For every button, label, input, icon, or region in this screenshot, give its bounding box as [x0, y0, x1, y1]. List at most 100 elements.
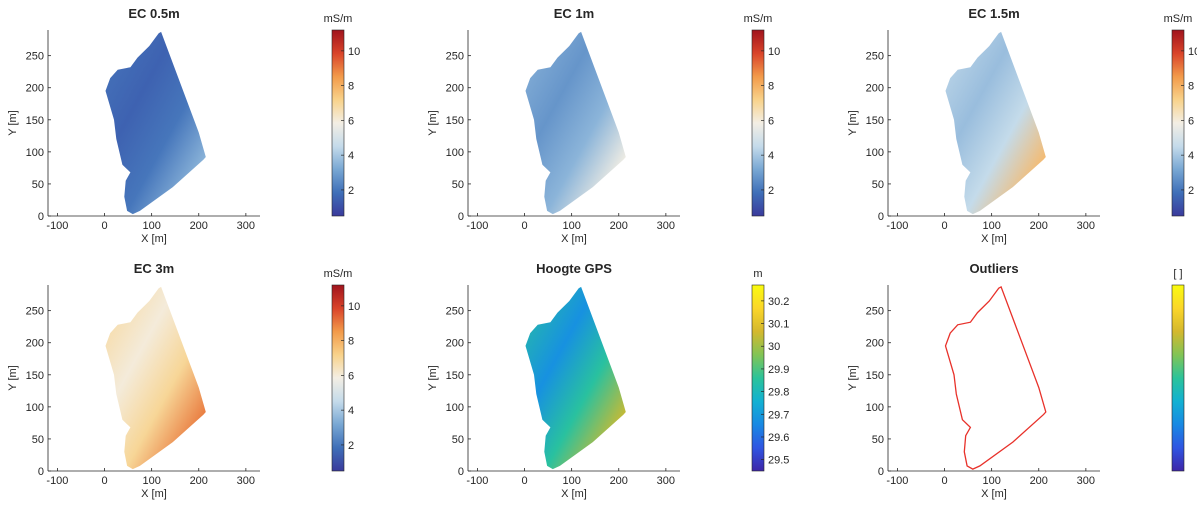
y-tick-label: 250: [446, 51, 464, 63]
y-tick-label: 200: [26, 83, 44, 95]
x-tick-label: 0: [521, 475, 527, 487]
colorbar-unit: mS/m: [324, 13, 353, 25]
y-tick-label: 200: [446, 83, 464, 95]
colorbar-tick-label: 29.8: [768, 387, 789, 399]
colorbar-tick-label: 4: [1188, 150, 1194, 162]
x-tick-label: 0: [941, 220, 947, 232]
y-tick-label: 0: [878, 211, 884, 223]
colorbar-tick-label: 10: [768, 46, 780, 58]
y-tick-label: 0: [38, 211, 44, 223]
y-tick-label: 0: [458, 466, 464, 478]
colorbar-tick-label: 6: [1188, 115, 1194, 127]
colorbar-tick-label: 10: [348, 46, 360, 58]
y-tick-label: 100: [446, 147, 464, 159]
chart-panel: EC 3m -100 0 100 200 300 0 50 100 150 200 250 X [m] Y…: [0, 255, 390, 508]
colorbar-tick-label: 4: [348, 150, 354, 162]
x-tick-label: 300: [237, 475, 255, 487]
colorbar-tick-label: 29.5: [768, 455, 789, 467]
y-tick-label: 100: [26, 147, 44, 159]
y-tick-label: 150: [866, 370, 884, 382]
colorbar-tick-label: 10: [348, 301, 360, 313]
x-axis-label: X [m]: [561, 488, 587, 500]
y-tick-label: 100: [866, 402, 884, 414]
y-tick-label: 0: [458, 211, 464, 223]
y-tick-label: 250: [26, 51, 44, 63]
x-axis-label: X [m]: [561, 233, 587, 245]
y-tick-label: 50: [872, 434, 884, 446]
colorbar-tick-label: 2: [1188, 185, 1194, 197]
y-tick-label: 200: [446, 338, 464, 350]
x-axis-label: X [m]: [141, 233, 167, 245]
chart-title: Hoogte GPS: [536, 261, 612, 276]
x-tick-label: 200: [190, 220, 208, 232]
colorbar-unit: mS/m: [1164, 13, 1193, 25]
y-tick-label: 0: [878, 466, 884, 478]
x-axis-label: X [m]: [981, 488, 1007, 500]
chart-title: Outliers: [969, 261, 1019, 276]
x-tick-label: 200: [1030, 220, 1048, 232]
y-tick-label: 100: [446, 402, 464, 414]
field-heatmap: [945, 31, 1046, 215]
colorbar: [331, 284, 345, 472]
y-tick-label: 250: [866, 306, 884, 318]
y-tick-label: 150: [866, 115, 884, 127]
chart-panel: Hoogte GPS -100 0 100 200 300 0 50 100 150 200 250 X…: [420, 255, 810, 508]
chart-panel: EC 0.5m -100 0 100 200 300 0 50 100 150 200 250 X [m…: [0, 0, 390, 253]
y-tick-label: 150: [446, 370, 464, 382]
x-tick-label: 200: [1030, 475, 1048, 487]
colorbar-tick-label: 8: [348, 81, 354, 93]
x-tick-label: 300: [1077, 475, 1095, 487]
y-tick-label: 100: [866, 147, 884, 159]
colorbar-tick-label: 30: [768, 341, 780, 353]
colorbar-tick-label: 4: [348, 405, 354, 417]
x-tick-label: 300: [657, 475, 675, 487]
colorbar-tick-label: 29.6: [768, 432, 789, 444]
x-tick-label: 300: [237, 220, 255, 232]
x-axis-label: X [m]: [981, 233, 1007, 245]
colorbar-tick-label: 30.1: [768, 319, 789, 331]
colorbar: [751, 29, 765, 217]
x-tick-label: 200: [610, 220, 628, 232]
colorbar-tick-label: 8: [768, 81, 774, 93]
y-axis-label: Y [m]: [847, 110, 859, 135]
chart-title: EC 3m: [133, 261, 175, 276]
colorbar-tick-label: 4: [768, 150, 774, 162]
x-tick-label: -100: [46, 475, 68, 487]
colorbar-tick-label: 2: [768, 185, 774, 197]
x-tick-label: 100: [142, 220, 160, 232]
y-axis-label: Y [m]: [7, 110, 19, 135]
y-tick-label: 150: [26, 115, 44, 127]
y-axis-label: Y [m]: [427, 365, 439, 390]
chart-panel: Outliers -100 0 100 200 300 0 50 100 150 200 250 X […: [840, 255, 1197, 508]
x-tick-label: 100: [142, 475, 160, 487]
colorbar-tick-label: 8: [348, 336, 354, 348]
colorbar-tick-label: 29.7: [768, 409, 789, 421]
y-tick-label: 50: [452, 434, 464, 446]
x-tick-label: 100: [562, 220, 580, 232]
colorbar: [1171, 29, 1185, 217]
x-tick-label: 100: [982, 220, 1000, 232]
y-tick-label: 250: [26, 306, 44, 318]
colorbar-tick-label: 29.9: [768, 364, 789, 376]
x-tick-label: -100: [886, 475, 908, 487]
x-tick-label: 200: [190, 475, 208, 487]
colorbar-unit: m: [753, 268, 762, 280]
field-heatmap: [525, 286, 626, 470]
colorbar-tick-label: 6: [348, 370, 354, 382]
x-tick-label: 100: [562, 475, 580, 487]
field-heatmap: [525, 31, 626, 215]
y-tick-label: 250: [866, 51, 884, 63]
x-tick-label: -100: [46, 220, 68, 232]
chart-title: EC 0.5m: [128, 6, 180, 21]
x-tick-label: 100: [982, 475, 1000, 487]
x-tick-label: 0: [941, 475, 947, 487]
colorbar-unit: mS/m: [324, 268, 353, 280]
x-tick-label: -100: [466, 220, 488, 232]
y-tick-label: 200: [866, 83, 884, 95]
